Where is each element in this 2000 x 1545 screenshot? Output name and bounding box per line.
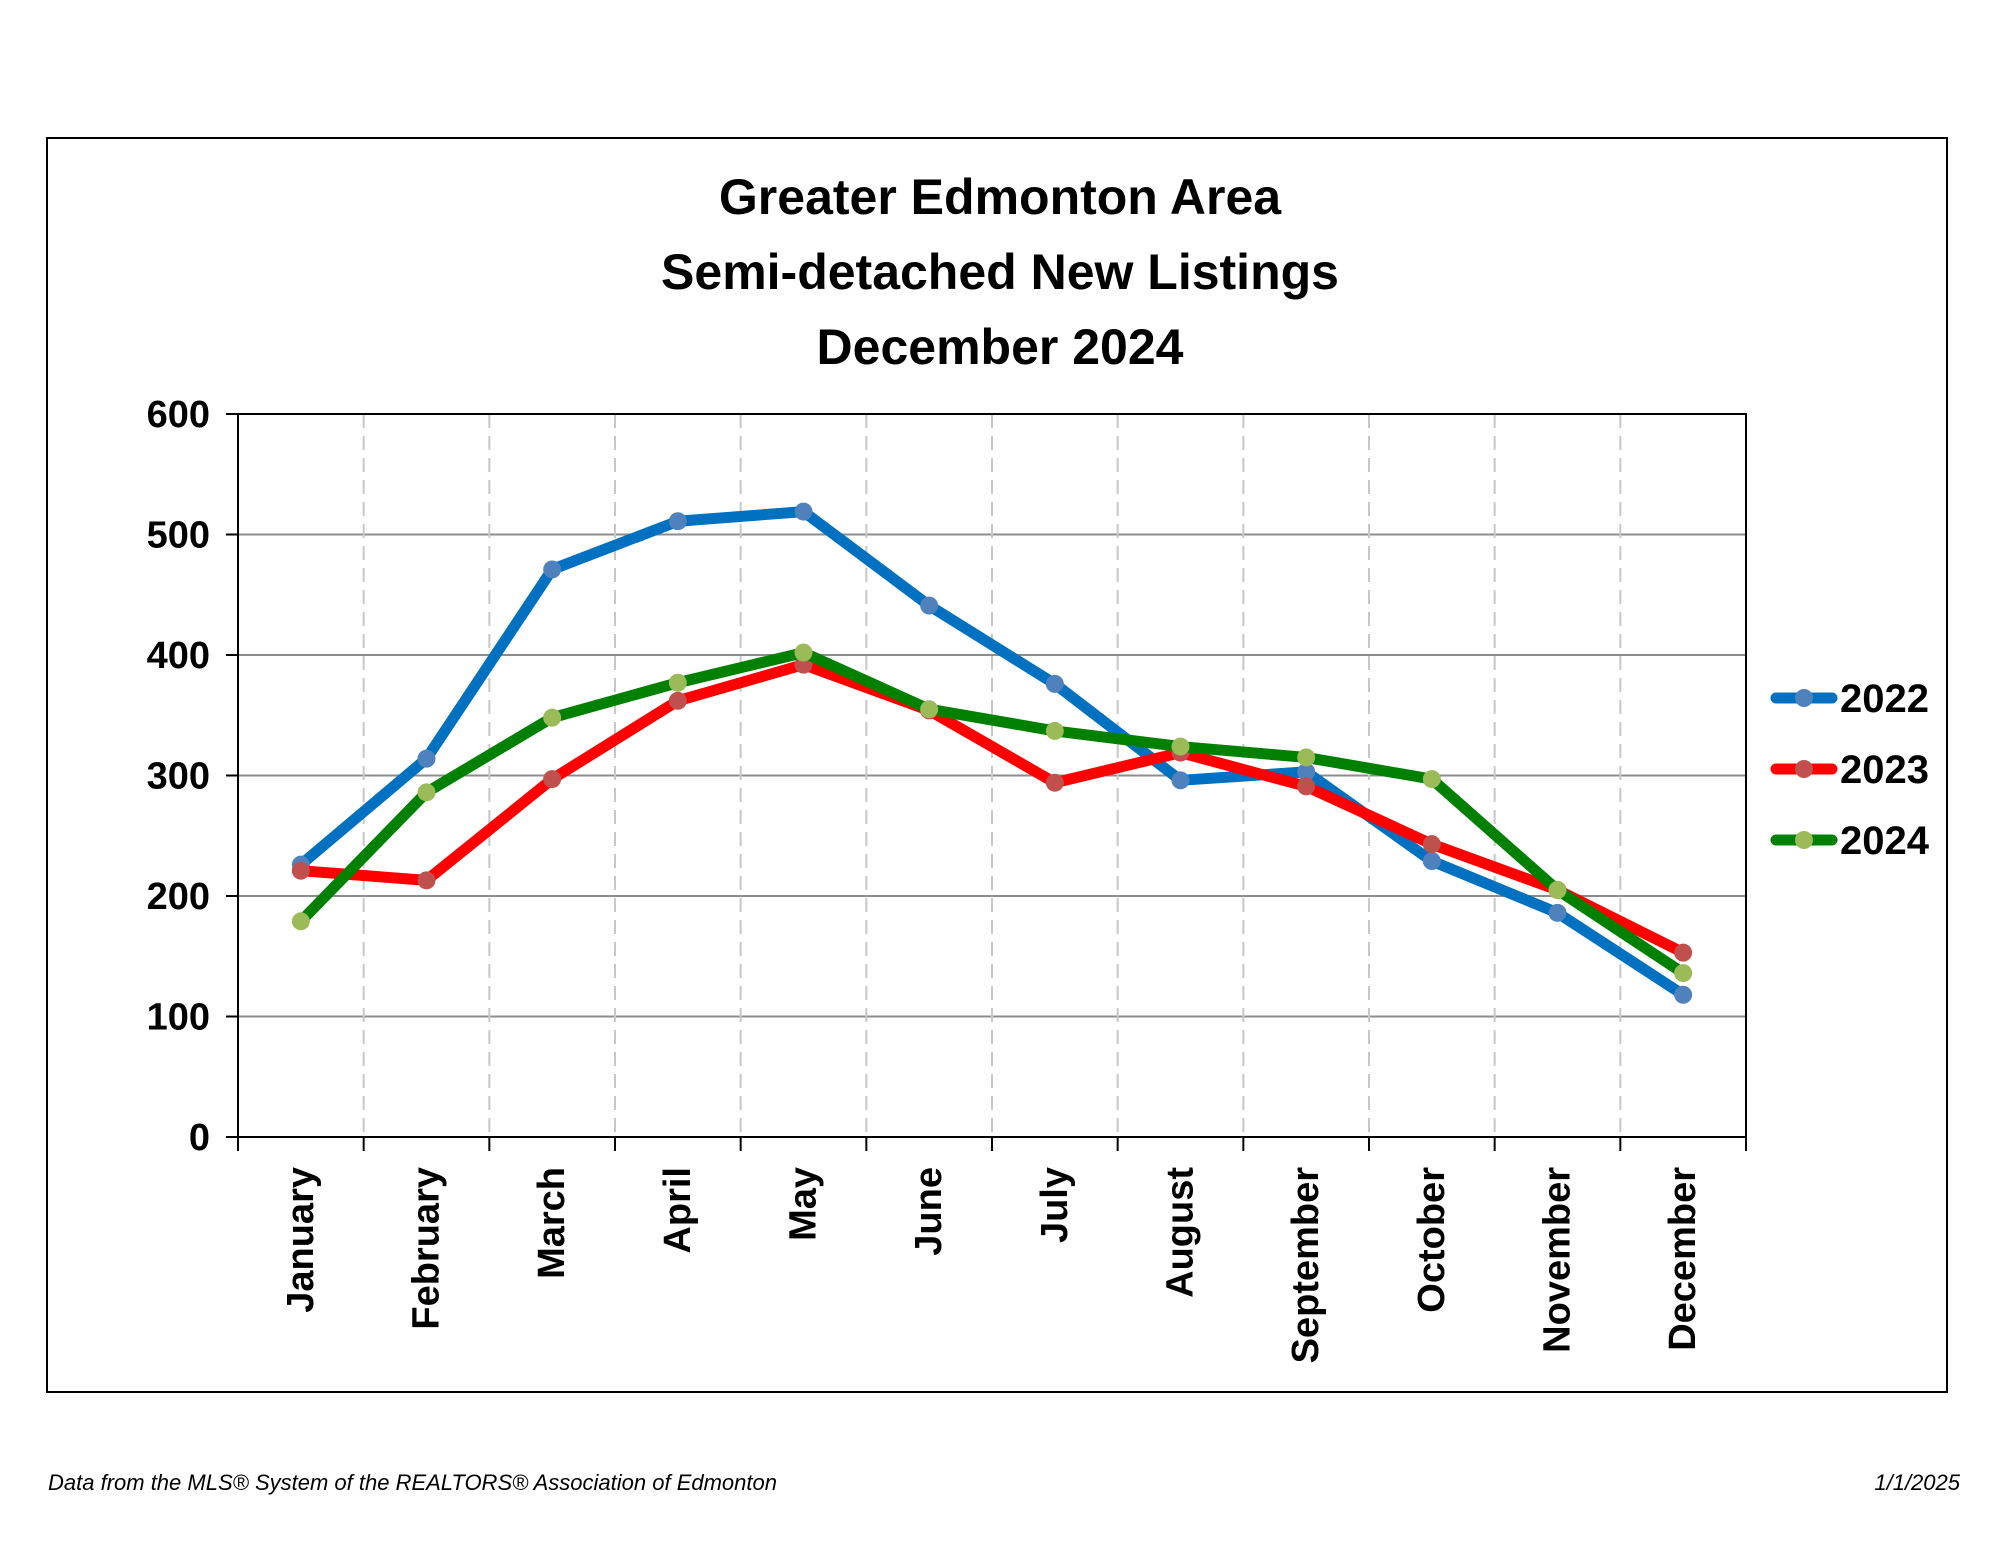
legend-swatch-marker: [1795, 831, 1813, 849]
legend-swatch-marker: [1795, 689, 1813, 707]
data-point-2023: [1422, 835, 1441, 854]
data-point-2024: [291, 912, 310, 931]
chart-title-line: Greater Edmonton Area: [719, 169, 1282, 225]
data-point-2024: [1171, 737, 1190, 756]
legend-item-2024: 2024: [1770, 819, 1930, 863]
legend-item-2022: 2022: [1770, 677, 1929, 721]
data-point-2023: [1674, 943, 1693, 962]
data-point-2023: [668, 691, 687, 710]
legend-swatch-marker: [1795, 760, 1813, 778]
y-tick-label: 300: [147, 756, 210, 798]
data-point-2023: [291, 861, 310, 880]
data-point-2022: [1171, 771, 1190, 790]
data-point-2023: [1045, 773, 1064, 792]
data-point-2023: [1297, 777, 1316, 796]
data-point-2022: [1548, 903, 1567, 922]
footer-date: 1/1/2025: [1874, 1470, 1960, 1495]
data-point-2022: [1422, 852, 1441, 871]
data-point-2023: [543, 770, 562, 789]
x-tick-label: May: [783, 1167, 825, 1241]
data-point-2022: [1674, 985, 1693, 1004]
series-line-2023: [295, 659, 1689, 959]
data-point-2022: [1297, 762, 1316, 781]
data-point-2022: [794, 502, 813, 521]
x-tick-label: August: [1160, 1167, 1202, 1298]
series-line-2024: [295, 647, 1689, 979]
chart-title: Greater Edmonton Area Semi-detached New L…: [661, 169, 1339, 375]
data-point-2024: [1297, 748, 1316, 767]
data-point-2022: [920, 596, 939, 615]
x-tick-label: October: [1411, 1167, 1453, 1313]
x-tick-label: September: [1285, 1167, 1327, 1364]
x-tick-label: June: [908, 1167, 950, 1256]
data-point-2022: [417, 749, 436, 768]
series-line-2022: [295, 506, 1689, 1001]
y-tick-label: 600: [147, 394, 210, 436]
data-point-2022: [543, 560, 562, 579]
data-point-2024: [417, 783, 436, 802]
y-tick-label: 400: [147, 635, 210, 677]
x-tick-label: April: [657, 1167, 699, 1254]
data-point-2024: [1422, 770, 1441, 789]
y-tick-label: 0: [189, 1117, 210, 1159]
data-point-2023: [417, 871, 436, 890]
x-tick-label: February: [406, 1167, 448, 1330]
series-2022: [291, 502, 1693, 1004]
axes: [226, 413, 1747, 1151]
data-point-2024: [668, 673, 687, 692]
y-tick-label: 500: [147, 515, 210, 557]
data-point-2024: [1548, 880, 1567, 899]
data-point-2024: [1674, 964, 1693, 983]
line-chart: Greater Edmonton Area Semi-detached New L…: [147, 169, 1930, 1364]
legend-label: 2022: [1840, 677, 1929, 721]
series-2024: [291, 643, 1693, 983]
y-axis-ticks: 0 100 200 300 400 500 600: [147, 394, 210, 1159]
legend-label: 2023: [1840, 748, 1929, 792]
series: [291, 502, 1693, 1004]
data-point-2024: [543, 708, 562, 727]
y-tick-label: 200: [147, 876, 210, 918]
x-tick-label: November: [1537, 1167, 1579, 1353]
legend-label: 2024: [1840, 819, 1930, 863]
footer-source: Data from the MLS® System of the REALTOR…: [48, 1470, 777, 1495]
data-point-2024: [1045, 721, 1064, 740]
y-tick-label: 100: [147, 997, 210, 1039]
x-tick-label: January: [280, 1167, 322, 1313]
data-point-2024: [920, 700, 939, 719]
chart-title-line: Semi-detached New Listings: [661, 244, 1339, 300]
data-point-2022: [1045, 674, 1064, 693]
x-axis-ticks: January February March April May June July Augu…: [280, 1167, 1704, 1364]
chart-title-line: December 2024: [817, 319, 1184, 375]
x-tick-label: March: [531, 1167, 573, 1279]
data-point-2022: [668, 512, 687, 531]
data-point-2024: [794, 643, 813, 662]
x-tick-label: July: [1034, 1167, 1076, 1243]
legend: 2022 2023 2024: [1770, 677, 1930, 863]
legend-item-2023: 2023: [1770, 748, 1929, 792]
chart-frame: Greater Edmonton Area Semi-detached New L…: [46, 137, 1948, 1393]
x-tick-label: December: [1662, 1167, 1704, 1351]
